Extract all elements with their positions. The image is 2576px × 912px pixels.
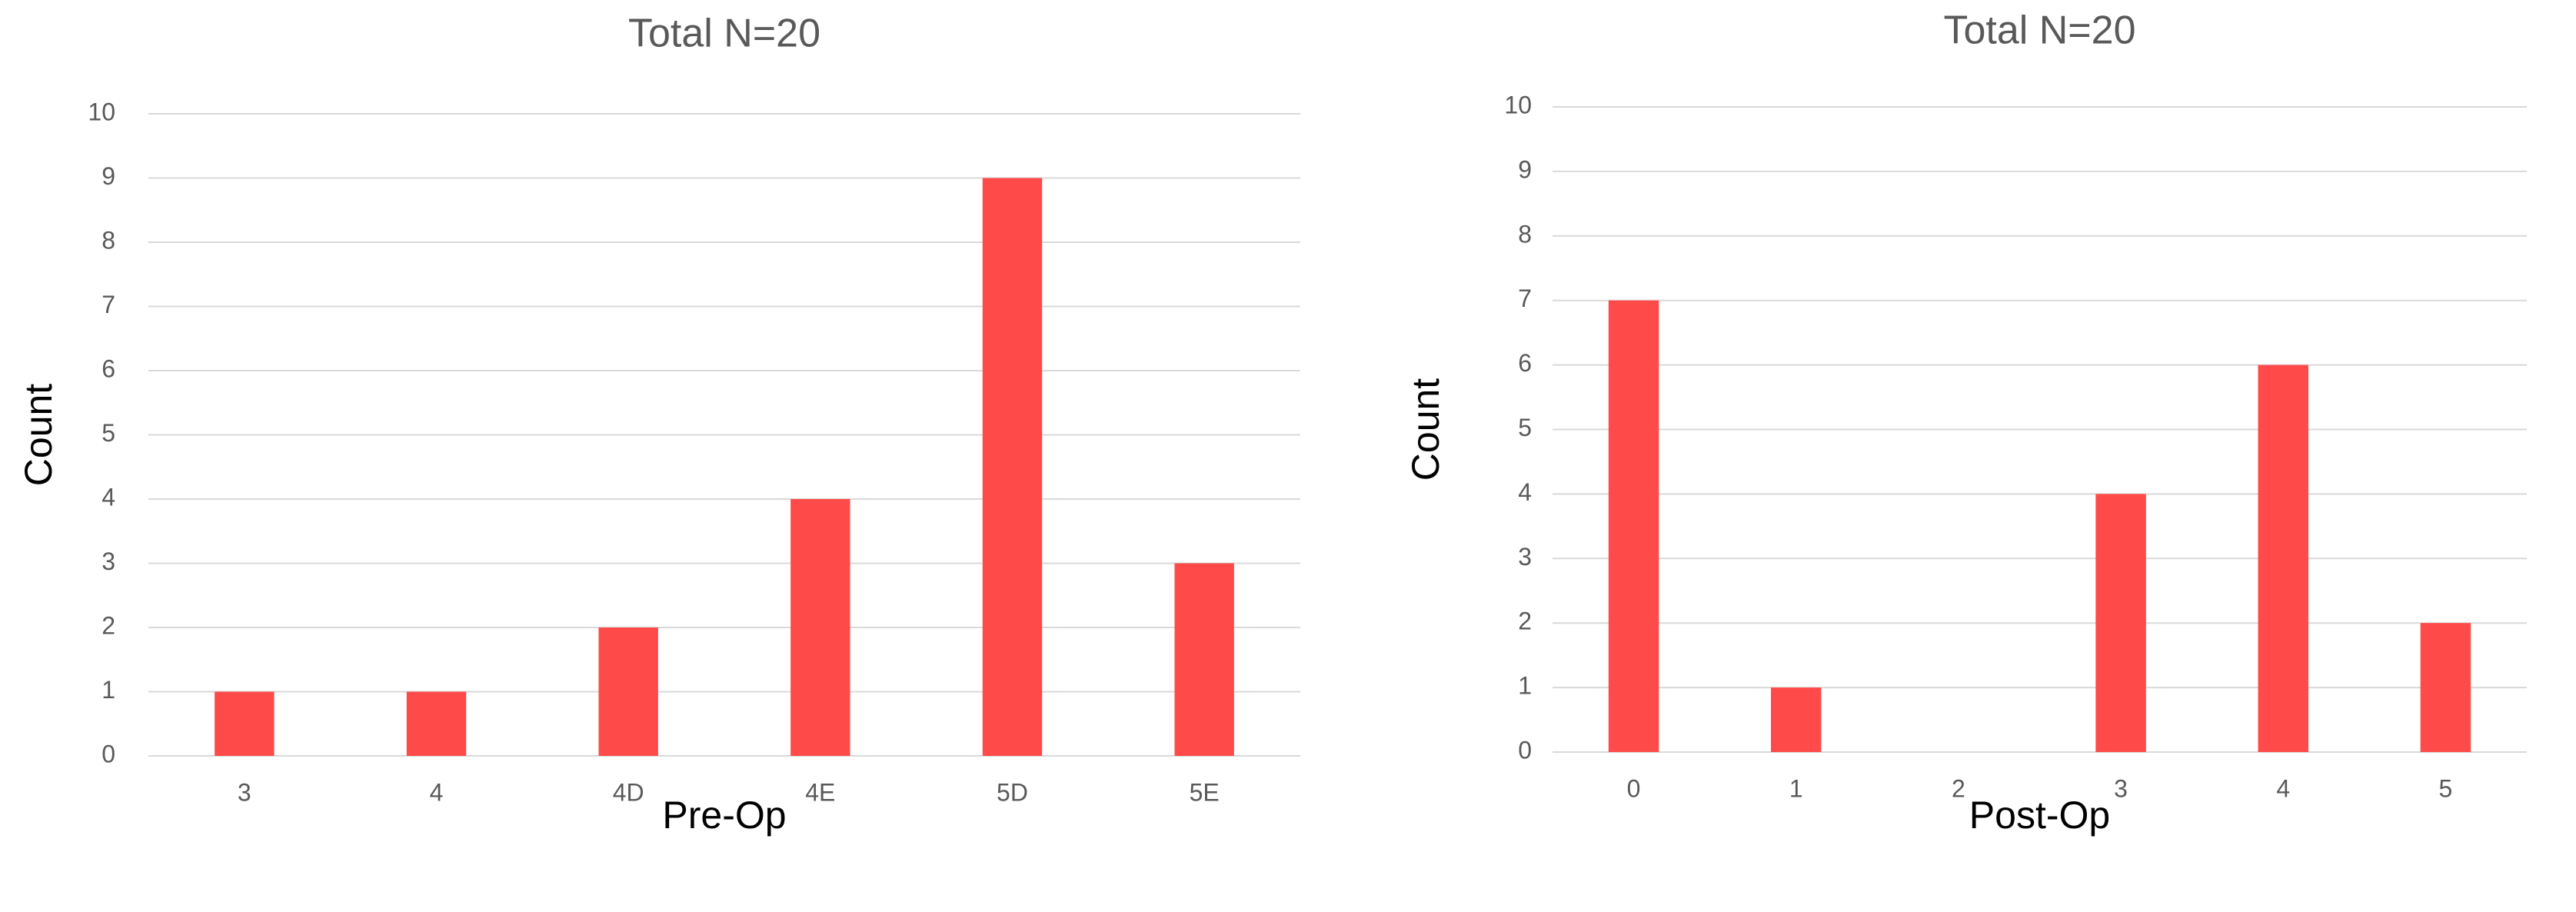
y-tick-label: 5 (102, 419, 115, 447)
bar (1771, 687, 1822, 752)
bar (790, 499, 850, 756)
y-tick-label: 1 (1518, 672, 1532, 700)
x-tick-label: 5E (1190, 778, 1220, 806)
bar (2095, 494, 2146, 752)
y-axis-label: Count (17, 384, 60, 487)
y-tick-label: 3 (1518, 543, 1532, 571)
y-tick-label: 8 (1518, 220, 1532, 248)
y-tick-label: 5 (1518, 414, 1532, 441)
bar (1174, 563, 1234, 756)
y-tick-label: 6 (1518, 349, 1532, 377)
bar (598, 627, 658, 756)
x-tick-label: 2 (1952, 774, 1965, 802)
y-tick-label: 8 (102, 226, 115, 254)
x-axis-label: Post-Op (1969, 794, 2110, 837)
x-tick-label: 4E (805, 778, 835, 806)
y-tick-label: 4 (1518, 478, 1532, 506)
y-tick-label: 1 (102, 676, 115, 704)
y-tick-label: 0 (102, 740, 115, 767)
bar (982, 178, 1043, 756)
x-tick-label: 4 (2276, 774, 2290, 802)
y-tick-label: 9 (102, 162, 115, 190)
y-tick-label: 2 (1518, 607, 1532, 635)
x-tick-label: 3 (238, 778, 251, 806)
y-axis-label: Count (1404, 378, 1447, 481)
bar (215, 691, 275, 756)
chart-title: Total N=20 (1943, 8, 2135, 53)
x-tick-label: 1 (1789, 774, 1803, 802)
bar (2258, 364, 2308, 752)
y-tick-label: 4 (102, 483, 115, 511)
y-tick-label: 9 (1518, 155, 1532, 183)
y-tick-label: 7 (102, 291, 115, 318)
y-tick-label: 2 (102, 611, 115, 639)
x-tick-label: 3 (2114, 774, 2128, 802)
y-tick-label: 6 (102, 354, 115, 382)
bar (1608, 300, 1659, 752)
y-tick-label: 10 (1504, 91, 1532, 118)
bar (406, 691, 467, 756)
bar (2420, 623, 2471, 752)
x-tick-label: 5D (997, 778, 1028, 806)
x-tick-label: 4D (613, 778, 644, 806)
y-tick-label: 3 (102, 548, 115, 575)
x-axis-label: Pre-Op (662, 794, 786, 837)
chart-title: Total N=20 (628, 12, 820, 56)
y-tick-label: 0 (1518, 736, 1532, 764)
x-tick-label: 0 (1627, 774, 1641, 802)
y-tick-label: 7 (1518, 285, 1532, 312)
x-tick-label: 5 (2439, 774, 2453, 802)
y-tick-label: 10 (88, 98, 115, 125)
x-tick-label: 4 (430, 778, 444, 806)
